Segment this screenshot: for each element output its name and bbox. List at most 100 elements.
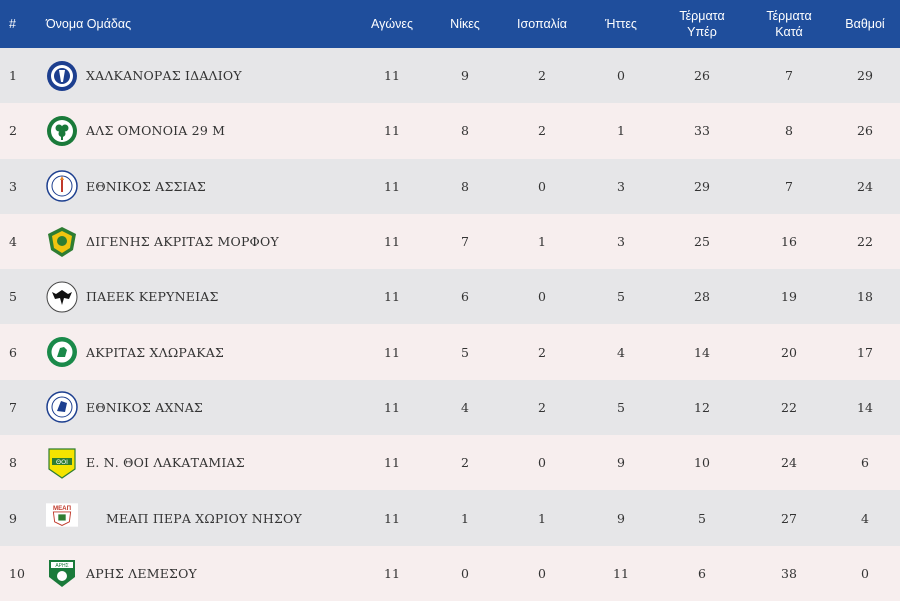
goals-for-cell: 33 [694,123,710,139]
team-link[interactable]: ΑΚΡΙΤΑΣ ΧΛΩΡΑΚΑΣ [46,336,352,368]
team-cell[interactable]: ΑΚΡΙΤΑΣ ΧΛΩΡΑΚΑΣ [46,324,352,379]
losses-cell: 3 [617,234,625,250]
played-cell: 11 [384,68,400,84]
akritas-logo [46,336,78,368]
team-name[interactable]: ΑΡΗΣ ΛΕΜΕΣΟΥ [86,565,197,581]
header-goals-against-line2: Κατά [775,25,803,39]
points-cell: 14 [857,399,873,415]
team-link[interactable]: ΑΡΗΣ ΑΡΗΣ ΛΕΜΕΣΟΥ [46,557,352,589]
played-cell: 11 [384,510,400,526]
goals-against-cell: 20 [781,344,797,360]
goals-for-cell: 26 [694,68,710,84]
table-row[interactable]: 3 ΕΘΝΙΚΟΣ ΑΣΣΙΑΣ 11 8 0 3 29 7 24 [0,158,900,214]
table-row[interactable]: 9 ΜΕΑΠ ΜΕΑΠ ΠΕΡΑ ΧΩΡΙΟΥ ΝΗΣΟΥ 11 1 1 9 5 27 4 [0,490,900,546]
thoi-logo: ΘΟΙ [46,447,78,479]
header-goals-for-line1: Τέρματα [679,9,725,23]
rank-cell: 1 [9,68,17,84]
team-link[interactable]: ΕΘΝΙΚΟΣ ΑΧΝΑΣ [46,391,352,424]
table-row[interactable]: 8 ΘΟΙ Ε. Ν. ΘΟΙ ΛΑΚΑΤΑΜΙΑΣ 11 2 0 9 10 24 6 [0,435,900,491]
losses-cell: 3 [617,178,625,194]
team-cell[interactable]: ΑΡΗΣ ΑΡΗΣ ΛΕΜΕΣΟΥ [46,546,352,601]
table-row[interactable]: 7 ΕΘΝΙΚΟΣ ΑΧΝΑΣ 11 4 2 5 12 22 14 [0,379,900,436]
rank-cell: 5 [9,289,17,305]
team-name[interactable]: Ε. Ν. ΘΟΙ ΛΑΚΑΤΑΜΙΑΣ [86,455,245,471]
rank-cell: 8 [9,455,17,471]
table-row[interactable]: 4 ΔΙΓΕΝΗΣ ΑΚΡΙΤΑΣ ΜΟΡΦΟΥ 11 7 1 3 25 16 22 [0,213,900,270]
table-row[interactable]: 2 ΑΛΣ ΟΜΟΝΟΙΑ 29 Μ 11 8 2 1 33 8 26 [0,103,900,159]
team-cell[interactable]: ΘΟΙ Ε. Ν. ΘΟΙ ΛΑΚΑΤΑΜΙΑΣ [46,435,352,490]
draws-cell: 0 [538,289,546,305]
meap-logo: ΜΕΑΠ [46,499,98,537]
team-name[interactable]: ΧΑΛΚΑΝΟΡΑΣ ΙΔΑΛΙΟΥ [86,68,242,84]
wins-cell: 1 [461,510,469,526]
points-cell: 26 [857,123,873,139]
losses-cell: 9 [617,510,625,526]
goals-for-cell: 5 [698,510,706,526]
team-cell[interactable]: ΔΙΓΕΝΗΣ ΑΚΡΙΤΑΣ ΜΟΡΦΟΥ [46,214,352,269]
goals-against-cell: 7 [785,68,793,84]
goals-against-cell: 7 [785,178,793,194]
header-goals-against[interactable]: Τέρματα Κατά [748,0,830,48]
wins-cell: 6 [461,289,469,305]
team-link[interactable]: ΜΕΑΠ ΜΕΑΠ ΠΕΡΑ ΧΩΡΙΟΥ ΝΗΣΟΥ [46,499,352,537]
played-cell: 11 [384,565,400,581]
header-wins[interactable]: Νίκες [450,17,480,31]
team-link[interactable]: ΑΛΣ ΟΜΟΝΟΙΑ 29 Μ [46,115,352,147]
standings-body: 1 ΧΑΛΚΑΝΟΡΑΣ ΙΔΑΛΙΟΥ 11 9 2 0 26 7 29 2 ΑΛΣ ΟΜΟΝΟΙ… [0,48,900,601]
chalkanoras-logo [46,60,78,92]
played-cell: 11 [384,123,400,139]
team-cell[interactable]: ΠΑΕΕΚ ΚΕΡΥΝΕΙΑΣ [46,269,352,324]
team-cell[interactable]: ΧΑΛΚΑΝΟΡΑΣ ΙΔΑΛΙΟΥ [46,48,352,103]
team-link[interactable]: ΠΑΕΕΚ ΚΕΡΥΝΕΙΑΣ [46,281,352,313]
thoi-logo-text: ΘΟΙ [56,459,68,466]
goals-for-cell: 28 [694,289,710,305]
played-cell: 11 [384,399,400,415]
draws-cell: 1 [538,234,546,250]
team-name[interactable]: ΕΘΝΙΚΟΣ ΑΣΣΙΑΣ [86,178,206,194]
played-cell: 11 [384,178,400,194]
losses-cell: 1 [617,123,625,139]
team-cell[interactable]: ΜΕΑΠ ΜΕΑΠ ΠΕΡΑ ΧΩΡΙΟΥ ΝΗΣΟΥ [46,490,352,545]
table-row[interactable]: 10 ΑΡΗΣ ΑΡΗΣ ΛΕΜΕΣΟΥ 11 0 0 11 6 38 0 [0,545,900,601]
header-draws[interactable]: Ισοπαλία [517,17,567,31]
played-cell: 11 [384,234,400,250]
table-row[interactable]: 5 ΠΑΕΕΚ ΚΕΡΥΝΕΙΑΣ 11 6 0 5 28 19 18 [0,269,900,325]
team-name[interactable]: ΠΑΕΕΚ ΚΕΡΥΝΕΙΑΣ [86,289,219,305]
team-name[interactable]: ΕΘΝΙΚΟΣ ΑΧΝΑΣ [86,399,203,415]
goals-for-cell: 29 [694,178,710,194]
wins-cell: 8 [461,123,469,139]
team-cell[interactable]: ΕΘΝΙΚΟΣ ΑΧΝΑΣ [46,380,352,435]
aris-logo: ΑΡΗΣ [46,557,78,589]
team-cell[interactable]: ΕΘΝΙΚΟΣ ΑΣΣΙΑΣ [46,159,352,214]
rank-cell: 3 [9,178,17,194]
team-name[interactable]: ΜΕΑΠ ΠΕΡΑ ΧΩΡΙΟΥ ΝΗΣΟΥ [106,510,302,526]
rank-cell: 2 [9,123,17,139]
goals-for-cell: 14 [694,344,710,360]
table-row[interactable]: 1 ΧΑΛΚΑΝΟΡΑΣ ΙΔΑΛΙΟΥ 11 9 2 0 26 7 29 [0,48,900,104]
header-played[interactable]: Αγώνες [371,17,413,31]
ethnikos-achnas-logo [46,391,78,424]
team-name[interactable]: ΑΛΣ ΟΜΟΝΟΙΑ 29 Μ [86,123,226,139]
draws-cell: 2 [538,123,546,139]
draws-cell: 0 [538,565,546,581]
draws-cell: 1 [538,510,546,526]
team-name[interactable]: ΔΙΓΕΝΗΣ ΑΚΡΙΤΑΣ ΜΟΡΦΟΥ [86,234,279,250]
losses-cell: 4 [617,344,625,360]
wins-cell: 4 [461,399,469,415]
team-link[interactable]: ΧΑΛΚΑΝΟΡΑΣ ΙΔΑΛΙΟΥ [46,60,352,92]
team-name[interactable]: ΑΚΡΙΤΑΣ ΧΛΩΡΑΚΑΣ [86,344,225,360]
wins-cell: 9 [461,68,469,84]
header-losses[interactable]: Ήττες [605,17,637,31]
header-team[interactable]: Όνομα Ομάδας [46,17,132,31]
team-cell[interactable]: ΑΛΣ ΟΜΟΝΟΙΑ 29 Μ [46,103,352,158]
table-row[interactable]: 6 ΑΚΡΙΤΑΣ ΧΛΩΡΑΚΑΣ 11 5 2 4 14 20 17 [0,324,900,380]
header-goals-for[interactable]: Τέρματα Υπέρ [656,0,748,48]
draws-cell: 0 [538,455,546,471]
team-link[interactable]: ΘΟΙ Ε. Ν. ΘΟΙ ΛΑΚΑΤΑΜΙΑΣ [46,447,352,479]
header-rank[interactable]: # [9,17,16,31]
header-points[interactable]: Βαθμοί [845,17,885,31]
team-link[interactable]: ΔΙΓΕΝΗΣ ΑΚΡΙΤΑΣ ΜΟΡΦΟΥ [46,226,352,258]
team-link[interactable]: ΕΘΝΙΚΟΣ ΑΣΣΙΑΣ [46,170,352,202]
goals-against-cell: 38 [781,565,797,581]
